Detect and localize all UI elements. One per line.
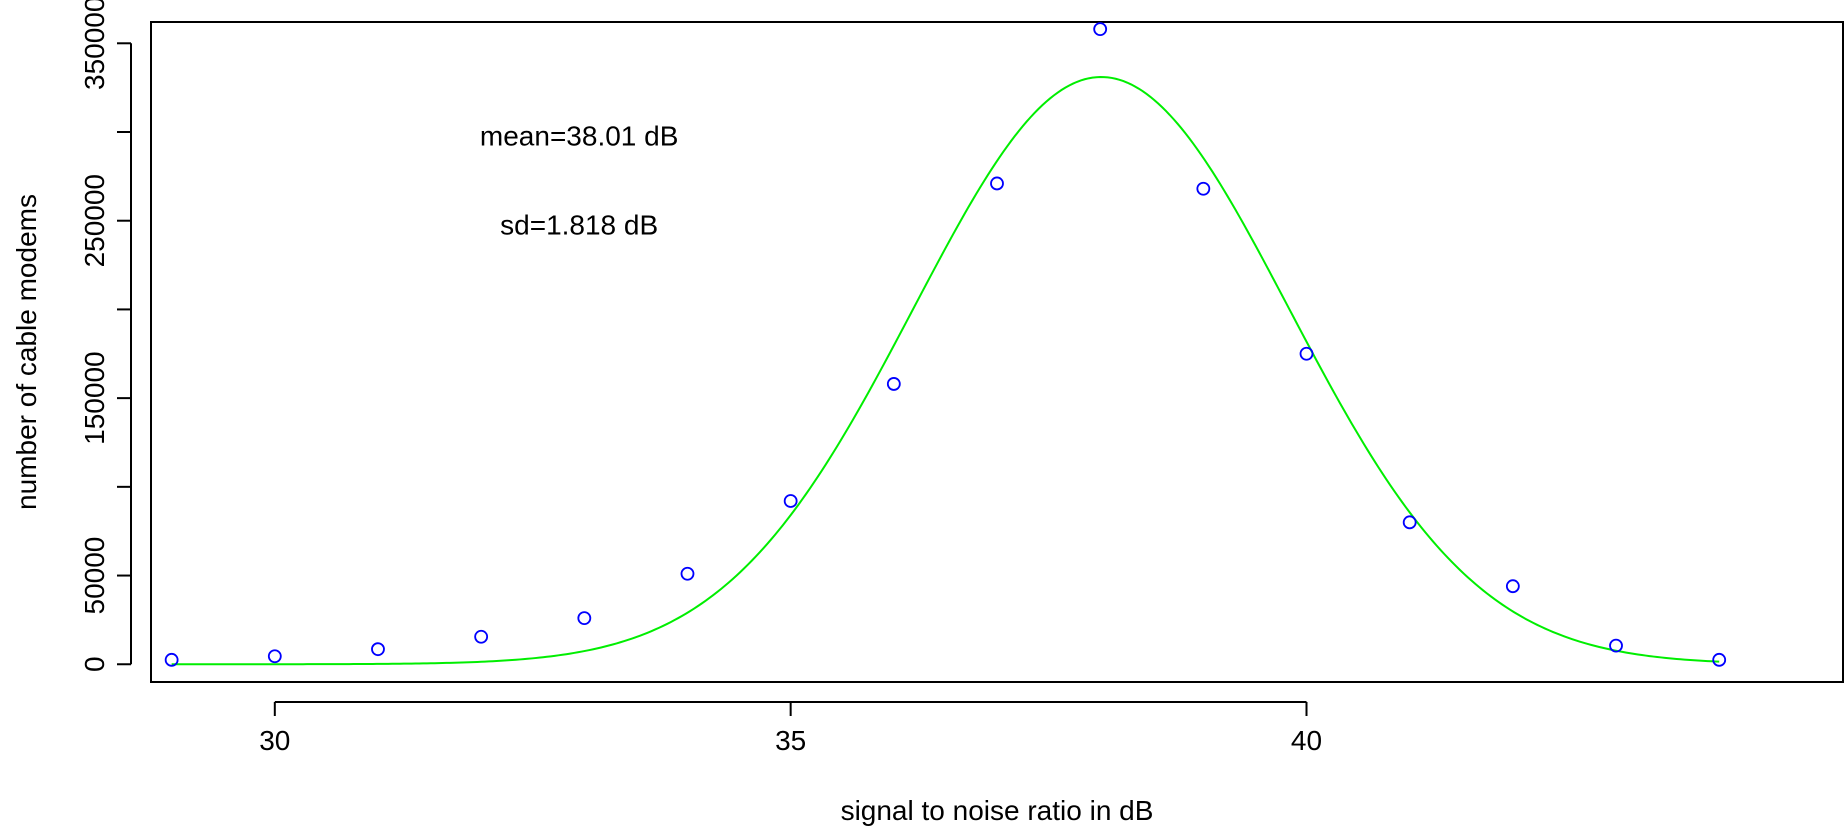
data-point: [990, 176, 1004, 191]
y-tick-label: 150000: [79, 351, 110, 444]
y-tick-label: 50000: [79, 537, 110, 615]
fitted-normal-curve: [171, 76, 1720, 666]
y-axis-label: number of cable modems: [11, 194, 42, 510]
x-tick-label: 40: [1291, 725, 1322, 756]
data-point: [1609, 638, 1623, 653]
data-point: [783, 494, 798, 508]
data-point: [164, 652, 179, 667]
y-tick-label: 350000: [79, 0, 110, 90]
x-tick-label: 30: [259, 725, 290, 756]
data-point: [1196, 181, 1211, 196]
annotations-layer: mean=38.01 dB sd=1.818 dB: [480, 121, 679, 241]
data-point: [1505, 579, 1520, 594]
data-point: [1712, 652, 1727, 667]
annotation-sd: sd=1.818 dB: [500, 209, 658, 240]
data-point: [886, 377, 901, 391]
fitted-curve-layer: [171, 76, 1720, 666]
y-tick-label: 0: [79, 656, 110, 672]
data-point: [577, 611, 592, 626]
data-point: [1402, 515, 1417, 530]
data-point: [371, 642, 385, 657]
data-point: [1093, 22, 1108, 36]
data-point: [267, 649, 282, 664]
data-point: [680, 566, 695, 581]
y-tick-label: 250000: [79, 174, 110, 267]
x-tick-label: 35: [775, 725, 806, 756]
annotation-mean: mean=38.01 dB: [480, 121, 679, 152]
plot-frame: [150, 21, 1844, 683]
data-points-layer: [164, 22, 1727, 667]
data-point: [474, 629, 489, 644]
x-axis-label: signal to noise ratio in dB: [841, 795, 1154, 826]
axes: 30 35 40 0 50000 150000 250000 350000: [79, 0, 1322, 756]
data-point: [1299, 346, 1314, 361]
